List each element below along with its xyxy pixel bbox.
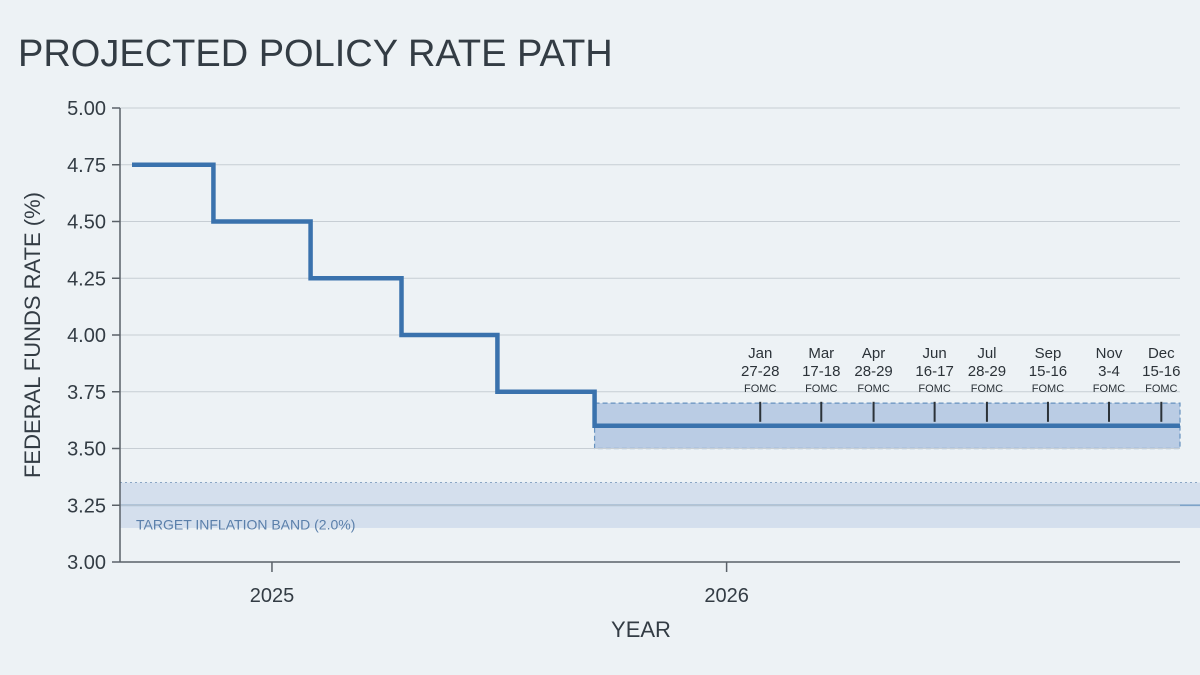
meeting-month-label: Apr xyxy=(862,345,885,362)
y-tick-label: 5.00 xyxy=(67,98,106,120)
y-tick-label: 4.50 xyxy=(67,212,106,234)
meeting-month-label: Jan xyxy=(748,345,772,362)
meeting-tag-label: FOMC xyxy=(1145,383,1177,395)
y-tick-label: 4.00 xyxy=(67,325,106,347)
meeting-month-label: Dec xyxy=(1148,345,1175,362)
meeting-tag-label: FOMC xyxy=(1093,383,1125,395)
meeting-days-label: 3-4 xyxy=(1098,363,1120,380)
y-tick-label: 3.25 xyxy=(67,495,106,517)
series-layer xyxy=(119,162,1181,429)
y-tick-label: 3.00 xyxy=(67,552,106,574)
y-axis-title: FEDERAL FUNDS RATE (%) xyxy=(20,192,45,478)
chart-title: PROJECTED POLICY RATE PATH xyxy=(18,33,613,75)
y-tick-label: 3.50 xyxy=(67,439,106,461)
y-tick-label: 4.75 xyxy=(67,155,106,177)
meeting-days-label: 17-18 xyxy=(802,363,840,380)
meeting-days-label: 28-29 xyxy=(854,363,892,380)
meeting-days-label: 27-28 xyxy=(741,363,779,380)
meeting-days-label: 15-16 xyxy=(1142,363,1180,380)
bands-layer: TARGET INFLATION BAND (2.0%) xyxy=(120,402,1200,532)
y-tick-label: 4.25 xyxy=(67,268,106,290)
x-axis-title: YEAR xyxy=(611,617,671,642)
meeting-days-label: 16-17 xyxy=(915,363,953,380)
x-tick-label: 2026 xyxy=(704,585,749,607)
y-tick-label: 3.75 xyxy=(67,382,106,404)
series-line-0 xyxy=(132,162,1180,429)
x-tick-label: 2025 xyxy=(250,585,295,607)
meeting-month-label: Nov xyxy=(1096,345,1123,362)
meeting-days-label: 28-29 xyxy=(968,363,1006,380)
meeting-tag-label: FOMC xyxy=(744,383,776,395)
meeting-month-label: Sep xyxy=(1035,345,1062,362)
axes-layer: 3.00 3.25 3.50 3.75 4.00 4.25 4.50 4.75 5.00 2025… xyxy=(67,98,1180,607)
meeting-tag-label: FOMC xyxy=(971,383,1003,395)
meetings-layer: Jan27-28FOMCMar17-18FOMCApr28-29FOMCJun1… xyxy=(741,345,1181,422)
meeting-tag-label: FOMC xyxy=(857,383,889,395)
meeting-month-label: Mar xyxy=(808,345,834,362)
meeting-tag-label: FOMC xyxy=(918,383,950,395)
meeting-tag-label: FOMC xyxy=(1032,383,1064,395)
target-band-label: TARGET INFLATION BAND (2.0%) xyxy=(136,516,355,532)
meeting-days-label: 15-16 xyxy=(1029,363,1067,380)
meeting-tag-label: FOMC xyxy=(805,383,837,395)
meeting-month-label: Jul xyxy=(977,345,996,362)
meeting-month-label: Jun xyxy=(923,345,947,362)
